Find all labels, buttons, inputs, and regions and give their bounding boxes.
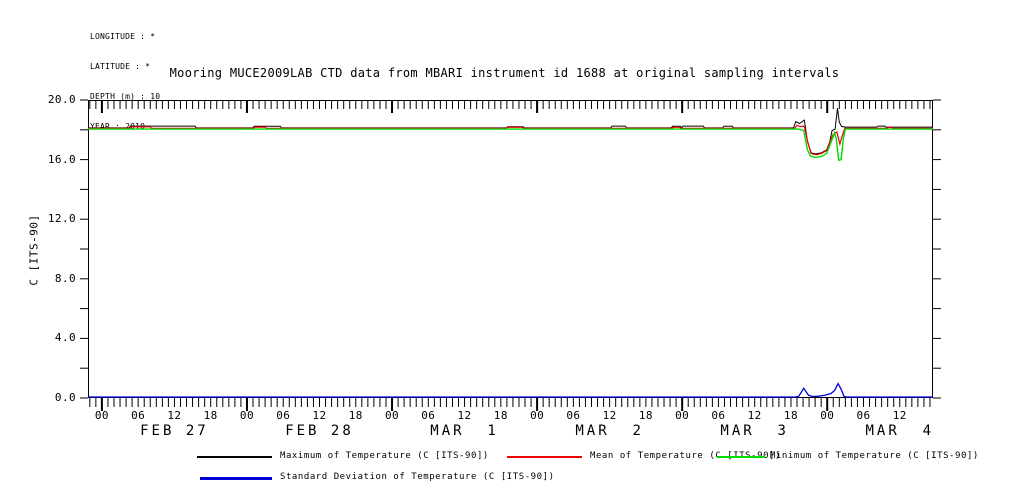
legend-line-mean [507,456,582,458]
y-axis-tick-label: 12.0 [47,212,76,226]
legend-label-stddev: Standard Deviation of Temperature (C [IT… [280,472,555,482]
x-axis-hour-label: 00 [530,409,545,422]
x-axis-day-label: FEB 27 [140,423,209,439]
x-axis-hour-label: 12 [457,409,472,422]
x-axis-day-label: MAR 4 [865,423,935,439]
x-axis-day-label: MAR 1 [430,423,499,439]
x-axis-hour-label: 06 [276,409,291,422]
y-axis-tick-label: 4.0 [54,331,76,345]
chart-title: Mooring MUCE2009LAB CTD data from MBARI … [169,66,840,80]
y-axis-tick-label: 20.0 [47,93,76,106]
legend-line-minimum [717,456,765,458]
x-axis-hour-label: 06 [421,409,436,422]
x-axis-hour-label: 06 [711,409,726,422]
x-axis-day-label: MAR 3 [720,423,789,439]
plot-area [80,99,941,411]
y-axis-tick-label: 16.0 [47,152,76,166]
x-axis-hour-label: 00 [384,409,400,422]
metadata-depth: DEPTH (m) : 10 [90,92,161,101]
x-axis-hour-label: 18 [783,409,798,422]
x-axis-hour-label: 00 [94,409,109,422]
x-axis-hour-label: 12 [167,409,182,422]
series-line-2 [88,128,933,162]
x-axis-hour-label: 18 [348,409,363,422]
legend-label-maximum: Maximum of Temperature (C [ITS-90]) [280,451,489,461]
x-axis-hour-label: 18 [638,409,653,422]
x-axis-hour-label: 18 [493,409,508,422]
x-axis-hour-label: 12 [602,409,617,422]
x-axis-day-label: MAR 2 [575,423,644,439]
metadata-latitude: LATITUDE : * [90,62,151,71]
series-line-1 [88,124,933,156]
x-axis-hour-label: 12 [892,409,907,422]
x-axis-hour-label: 00 [820,409,835,422]
series-line-3 [88,382,933,398]
x-axis-hour-label: 06 [856,409,871,422]
x-axis-hour-label: 06 [131,409,146,422]
metadata-longitude: LONGITUDE : * [90,32,156,41]
x-axis-hour-label: 12 [312,409,327,422]
x-axis-day-label: FEB 28 [285,423,354,439]
x-axis-hour-label: 12 [747,409,762,422]
legend-line-maximum [197,456,272,458]
x-axis-hour-label: 06 [566,409,581,422]
legend-label-minimum: Minimum of Temperature (C [ITS-90]) [770,451,979,461]
y-axis-tick-label: 8.0 [54,271,76,285]
y-axis-tick-label: 0.0 [54,391,76,404]
y-axis-label: C [ITS-90] [27,214,41,286]
x-axis-hour-label: 00 [239,409,254,422]
legend-line-stddev [200,477,272,480]
x-axis-hour-label: 18 [203,409,218,422]
x-axis-hour-label: 00 [675,409,690,422]
